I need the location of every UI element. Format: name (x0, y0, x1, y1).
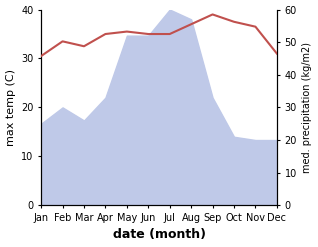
Y-axis label: max temp (C): max temp (C) (5, 69, 16, 146)
Y-axis label: med. precipitation (kg/m2): med. precipitation (kg/m2) (302, 42, 313, 173)
X-axis label: date (month): date (month) (113, 228, 205, 242)
